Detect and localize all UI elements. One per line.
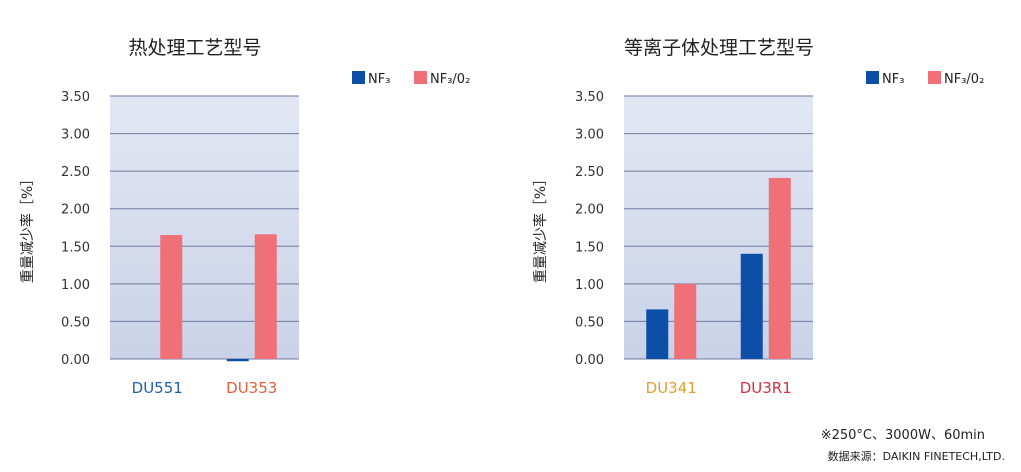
y-tick-label: 1.00 xyxy=(575,278,604,293)
bar-DU353-1 xyxy=(254,234,277,359)
legend-label-0: NF₃ xyxy=(368,72,390,87)
y-tick-label: 3.50 xyxy=(575,90,604,105)
y-tick-label: 2.50 xyxy=(575,165,604,180)
bar-DU341-1 xyxy=(674,283,697,359)
legend-swatch-0 xyxy=(866,71,879,84)
chart-heat-treatment: 热处理工艺型号 NF₃ NF₃/0₂ 0.00 0.50 1.00 1.50 2.00 2.50… xyxy=(0,0,510,420)
y-tick-label: 0.50 xyxy=(575,315,604,330)
y-tick-label: 3.00 xyxy=(61,128,90,143)
y-tick-label: 3.00 xyxy=(575,128,604,143)
chart-title: 等离子体处理工艺型号 xyxy=(624,37,814,59)
legend-label-1: NF₃/0₂ xyxy=(430,72,470,87)
chart-plasma-treatment: 等离子体处理工艺型号 NF₃ NF₃/0₂ 0.00 0.50 1.00 1.50 2.00 2… xyxy=(511,0,1021,420)
bar-DU353-0 xyxy=(226,359,249,362)
legend-label-0: NF₃ xyxy=(882,72,904,87)
legend-swatch-1 xyxy=(414,71,427,84)
chart-svg-left: 热处理工艺型号 NF₃ NF₃/0₂ 0.00 0.50 1.00 1.50 2.00 2.50… xyxy=(19,37,470,397)
y-tick-label: 2.00 xyxy=(575,203,604,218)
bar-DU341-0 xyxy=(646,309,669,359)
legend-swatch-0 xyxy=(352,71,365,84)
y-tick-label: 3.50 xyxy=(61,90,90,105)
y-tick-label: 2.00 xyxy=(61,203,90,218)
y-tick-label: 0.00 xyxy=(61,353,90,368)
y-tick-label: 1.50 xyxy=(575,240,604,255)
data-source: 数据来源：DAIKIN FINETECH,LTD. xyxy=(827,450,1005,463)
chart-svg-right: 等离子体处理工艺型号 NF₃ NF₃/0₂ 0.00 0.50 1.00 1.50 2.00 2… xyxy=(532,37,984,397)
condition-footnote: ※250°C、3000W、60min xyxy=(820,428,985,443)
legend-swatch-1 xyxy=(928,71,941,84)
y-axis-label: 重量减少率［%］ xyxy=(532,172,549,283)
y-tick-label: 0.00 xyxy=(575,353,604,368)
bar-DU3R1-0 xyxy=(740,253,763,359)
y-tick-label: 1.50 xyxy=(61,240,90,255)
bar-DU3R1-1 xyxy=(768,177,791,359)
y-tick-label: 0.50 xyxy=(61,315,90,330)
category-label: DU341 xyxy=(646,379,697,397)
y-tick-label: 1.00 xyxy=(61,278,90,293)
bar-DU551-1 xyxy=(160,235,183,359)
category-label: DU551 xyxy=(132,379,183,397)
y-axis-label: 重量减少率［%］ xyxy=(19,172,36,283)
chart-title: 热处理工艺型号 xyxy=(128,37,261,59)
y-tick-label: 2.50 xyxy=(61,165,90,180)
category-label: DU353 xyxy=(226,379,277,397)
category-label: DU3R1 xyxy=(740,379,792,397)
legend-label-1: NF₃/0₂ xyxy=(944,72,984,87)
